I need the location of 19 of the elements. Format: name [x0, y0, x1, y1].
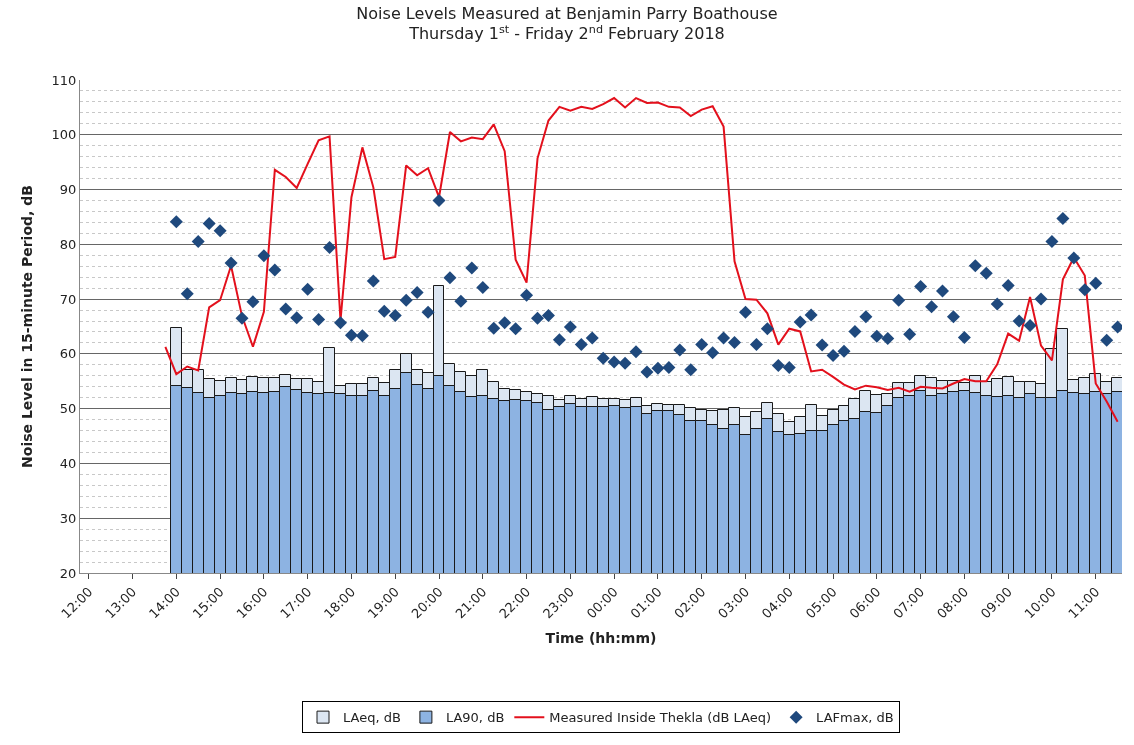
y-tick-label: 40 [59, 455, 77, 471]
legend-label: Measured Inside Thekla (dB LAeq) [549, 710, 772, 726]
legend-label: LAFmax, dB [816, 710, 894, 726]
y-tick-label: 70 [59, 291, 77, 307]
y-tick-label: 50 [59, 401, 77, 417]
line-series [164, 97, 1119, 423]
x-axis-title: Time (hh:mm) [545, 629, 657, 646]
legend-label: LAeq, dB [343, 710, 401, 726]
y-tick-label: 30 [59, 510, 77, 526]
y-tick-label: 80 [59, 236, 77, 252]
chart-title: Noise Levels Measured at Benjamin Parry Boathouse [356, 3, 778, 23]
y-axis-title: Noise Level in 15-minute Period, dB [19, 185, 36, 468]
y-tick-label: 100 [51, 127, 77, 143]
legend-label: LA90, dB [445, 710, 505, 726]
y-tick-label: 90 [59, 182, 77, 198]
y-tick-label: 110 [51, 72, 77, 88]
chart-subtitle: Thursday 1$^{st}$ - Friday 2$^{nd}$ February 2018 [408, 22, 725, 44]
y-tick-label: 60 [59, 346, 77, 362]
y-tick-label: 20 [59, 565, 77, 581]
